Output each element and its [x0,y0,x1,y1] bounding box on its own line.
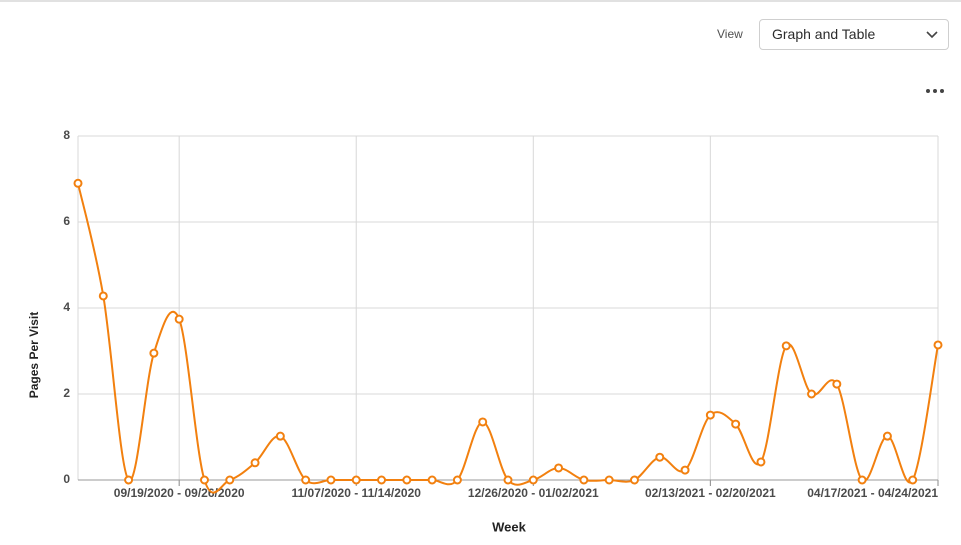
point [731,419,741,429]
point [124,475,134,485]
point [781,341,791,351]
x-tick-label: 12/26/2020 - 01/02/2021 [468,486,599,500]
point [554,463,564,473]
point [882,431,892,441]
point [452,475,462,485]
point [73,178,83,188]
point [275,431,285,441]
point [402,475,412,485]
y-tick-label: 6 [63,214,70,228]
point [908,475,918,485]
point [756,457,766,467]
point [680,465,690,475]
point [604,475,614,485]
y-tick-label: 2 [63,386,70,400]
view-dropdown[interactable]: Graph and Table [759,19,949,50]
point [933,340,943,350]
x-tick-label: 09/19/2020 - 09/26/2020 [114,486,245,500]
point [301,475,311,485]
point [149,348,159,358]
point [351,475,361,485]
point [528,475,538,485]
point [629,475,639,485]
chevron [926,31,938,39]
point [807,389,817,399]
point [377,475,387,485]
point [857,475,867,485]
x-tick-label: 04/17/2021 - 04/24/2021 [807,486,938,500]
point [326,475,336,485]
point [579,475,589,485]
y-axis-label: Pages Per Visit [27,312,41,399]
dropdown-value: Graph and Table [772,26,876,42]
point [174,314,184,324]
point [98,291,108,301]
point [832,379,842,389]
point [427,475,437,485]
x-tick-label: 02/13/2021 - 02/20/2021 [645,486,776,500]
y-tick-label: 0 [63,472,70,486]
more-menu[interactable] [925,84,945,98]
point [250,458,260,468]
view-label: View [717,27,743,41]
point [705,410,715,420]
point [225,475,235,485]
point [478,417,488,427]
point [199,475,209,485]
line [77,183,939,494]
y-tick-label: 4 [63,300,70,314]
point [503,475,513,485]
y-tick-label: 8 [63,128,70,142]
point [655,452,665,462]
x-tick-label: 11/07/2020 - 11/14/2020 [292,486,422,500]
x-axis-label: Week [492,519,526,534]
